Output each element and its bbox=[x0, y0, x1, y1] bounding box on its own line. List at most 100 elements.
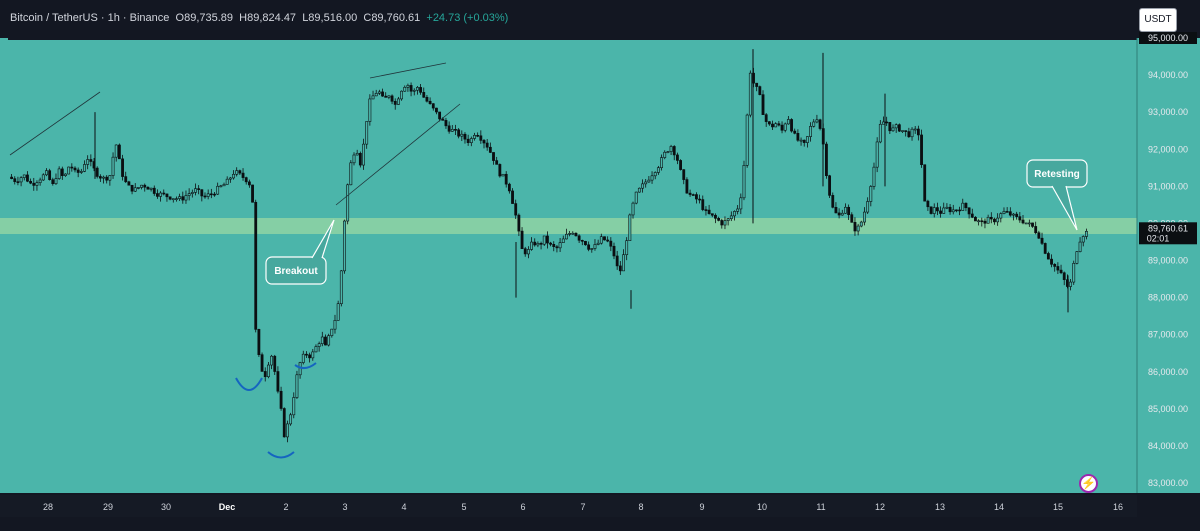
lightning-icon[interactable]: ⚡ bbox=[1079, 474, 1098, 493]
candle-body bbox=[333, 320, 337, 330]
candle bbox=[720, 218, 724, 229]
candle-body bbox=[488, 146, 492, 153]
candle bbox=[729, 211, 733, 222]
candle bbox=[863, 207, 866, 226]
interval-label[interactable]: 1h bbox=[107, 12, 120, 24]
price-tick-label: 86,000.00 bbox=[1148, 367, 1188, 377]
candle-body bbox=[894, 124, 898, 129]
candle-body bbox=[764, 114, 768, 122]
time-axis-strip bbox=[0, 495, 1137, 517]
candle-body bbox=[35, 182, 39, 186]
candle bbox=[140, 184, 143, 190]
open-value: O89,735.89 bbox=[175, 12, 234, 24]
candle-body bbox=[691, 194, 695, 196]
candle bbox=[156, 189, 159, 199]
candle bbox=[447, 121, 451, 134]
candle bbox=[60, 166, 64, 180]
price-axis[interactable]: 95,000.00 94,000.00 93,000.00 92,000.00 91,0… bbox=[1136, 32, 1200, 493]
candle bbox=[701, 195, 705, 212]
candle-body bbox=[701, 199, 705, 210]
candle bbox=[523, 246, 527, 257]
candle bbox=[916, 125, 920, 141]
candle-body bbox=[175, 198, 178, 200]
candle bbox=[910, 127, 914, 141]
candle-body bbox=[888, 122, 892, 132]
candle-body bbox=[241, 172, 245, 178]
candle bbox=[41, 173, 45, 181]
candle-body bbox=[29, 180, 33, 184]
candle-body bbox=[381, 91, 384, 97]
candle-body bbox=[596, 242, 600, 245]
candle bbox=[761, 90, 765, 115]
candle bbox=[460, 130, 464, 142]
candle bbox=[869, 185, 873, 207]
candle bbox=[980, 217, 984, 227]
candle bbox=[698, 194, 702, 204]
candle-body bbox=[197, 188, 201, 190]
candle-body bbox=[200, 189, 204, 197]
candle-body bbox=[767, 121, 771, 125]
candle-body bbox=[311, 351, 315, 359]
candle-body bbox=[682, 169, 686, 180]
candle bbox=[146, 186, 150, 190]
candle-body bbox=[447, 125, 451, 132]
candle-body bbox=[615, 255, 619, 267]
candle-body bbox=[828, 175, 832, 196]
candle-body bbox=[568, 233, 572, 235]
candle bbox=[184, 190, 188, 204]
candle-body bbox=[178, 196, 182, 199]
candle bbox=[228, 176, 232, 183]
candle bbox=[1085, 228, 1088, 240]
candle-body bbox=[133, 187, 137, 192]
candle bbox=[365, 121, 369, 149]
candle bbox=[200, 189, 204, 202]
time-tick-label: 5 bbox=[461, 502, 466, 512]
candle-body bbox=[742, 165, 746, 199]
candle-body bbox=[501, 173, 505, 177]
candle-body bbox=[514, 203, 518, 216]
candle-body bbox=[45, 170, 48, 176]
candle-body bbox=[844, 206, 847, 214]
time-tick-label: 15 bbox=[1053, 502, 1063, 512]
time-axis[interactable]: 28 29 30 Dec 2 3 4 5 6 7 8 9 10 11 12 13 14 15 16 bbox=[0, 493, 1200, 531]
candle-body bbox=[850, 214, 854, 223]
candle-body bbox=[584, 241, 587, 246]
candle-body bbox=[948, 206, 952, 213]
candle-body bbox=[1002, 211, 1006, 214]
time-tick-label: 10 bbox=[757, 502, 767, 512]
candle bbox=[856, 223, 860, 236]
candle-body bbox=[552, 244, 556, 247]
candle-body bbox=[555, 246, 559, 249]
candle bbox=[714, 213, 717, 224]
candle-body bbox=[83, 164, 86, 172]
candle-body bbox=[41, 174, 45, 181]
candle bbox=[254, 199, 258, 333]
candle-body bbox=[343, 220, 346, 272]
candle-body bbox=[866, 201, 870, 213]
candle-body bbox=[320, 336, 324, 344]
candle bbox=[473, 132, 476, 141]
candle bbox=[618, 261, 622, 275]
candle-body bbox=[251, 184, 254, 203]
current-price-label: 89,760.61 bbox=[1148, 223, 1188, 233]
candle bbox=[181, 191, 185, 204]
candle-body bbox=[48, 170, 52, 180]
candle bbox=[260, 352, 264, 372]
candle bbox=[888, 122, 892, 134]
candle bbox=[171, 198, 175, 203]
candle-body bbox=[273, 355, 277, 372]
candle bbox=[796, 129, 800, 142]
candle-body bbox=[872, 166, 876, 187]
candle bbox=[809, 122, 812, 142]
time-tick-label: 30 bbox=[161, 502, 171, 512]
candle bbox=[121, 154, 124, 181]
candle-body bbox=[685, 179, 689, 194]
candle bbox=[73, 166, 77, 173]
candle bbox=[1008, 207, 1012, 217]
currency-button[interactable]: USDT bbox=[1139, 8, 1177, 32]
candle bbox=[533, 238, 537, 247]
symbol-name[interactable]: Bitcoin / TetherUS bbox=[10, 12, 98, 24]
candle bbox=[866, 197, 870, 215]
candle bbox=[691, 193, 695, 196]
